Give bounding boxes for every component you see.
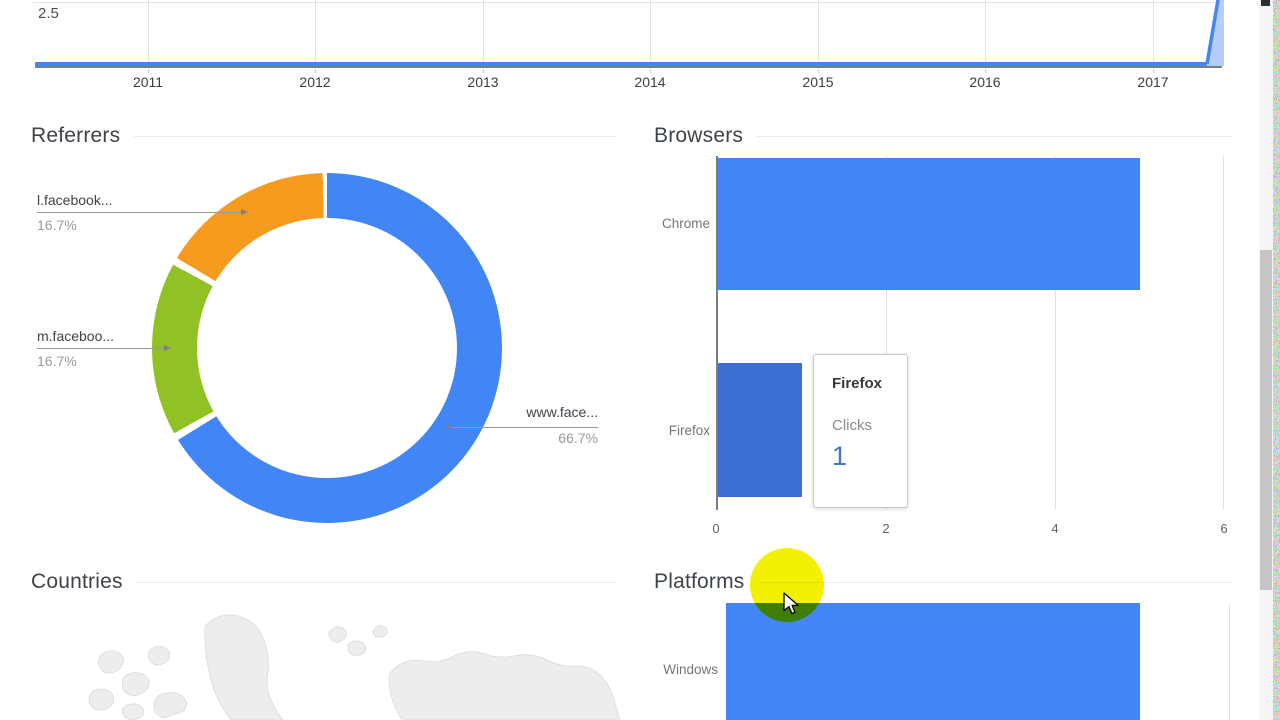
- timeline-y-tick-label: 2.5: [38, 5, 59, 22]
- axis-tick: [148, 69, 149, 73]
- section-divider: [758, 581, 1232, 583]
- timeline-series-line: [35, 62, 1207, 66]
- label-leader-line: [37, 345, 171, 351]
- gridline-vertical: [985, 0, 986, 66]
- bar-firefox[interactable]: [718, 363, 802, 497]
- x-tick-label: 4: [1051, 521, 1059, 536]
- mouse-cursor: [783, 592, 799, 615]
- gridline-vertical: [1055, 156, 1056, 510]
- donut-slice-pct: 16.7%: [37, 353, 77, 369]
- x-tick-label: 6: [1220, 521, 1228, 536]
- axis-tick: [483, 69, 484, 73]
- donut-slice-label: m.faceboo...: [37, 328, 115, 344]
- gridline-vertical: [650, 0, 651, 66]
- section-divider: [134, 135, 617, 137]
- browsers-section-header: Browsers: [654, 124, 1232, 148]
- tooltip-value: 1: [832, 441, 848, 471]
- click-highlight: [750, 548, 824, 622]
- world-map[interactable]: [30, 598, 620, 720]
- timeline-year-label: 2016: [969, 74, 1001, 90]
- gridline-horizontal: [33, 2, 1222, 3]
- axis-tick: [1153, 69, 1154, 73]
- y-axis-line: [716, 156, 718, 510]
- referrers-section-header: Referrers: [31, 124, 617, 148]
- label-leader-line: [445, 424, 598, 430]
- gridline-vertical: [886, 156, 887, 510]
- timeline-year-label: 2013: [467, 74, 499, 90]
- scrollbar-thumb[interactable]: [1260, 250, 1272, 590]
- timeline-year-label: 2011: [132, 74, 164, 90]
- x-tick-label: 0: [712, 521, 720, 536]
- platforms-section-header: Platforms: [654, 570, 1232, 594]
- arrow-left-icon: [445, 424, 452, 430]
- donut-slice-pct: 66.7%: [558, 430, 598, 446]
- label-leader-line: [37, 209, 248, 215]
- timeline-year-label: 2015: [802, 74, 834, 90]
- section-divider: [136, 581, 617, 583]
- platforms-title: Platforms: [654, 570, 745, 593]
- x-tick-label: 2: [882, 521, 890, 536]
- timeline-year-label: 2017: [1137, 74, 1169, 90]
- arrow-right-icon: [241, 209, 248, 215]
- browsers-title: Browsers: [654, 124, 744, 147]
- video-noise-edge: [1273, 0, 1280, 720]
- referrers-donut-chart[interactable]: [152, 173, 502, 523]
- gridline-vertical: [1229, 603, 1230, 720]
- gridline-vertical: [483, 0, 484, 66]
- chart-tooltip: Firefox Clicks 1: [813, 354, 908, 508]
- donut-slice-pct: 16.7%: [37, 217, 77, 233]
- timeline-x-axis: [35, 66, 1222, 68]
- timeline-spike: [1205, 0, 1224, 66]
- section-divider: [757, 135, 1232, 137]
- gridline-vertical: [315, 0, 316, 66]
- platforms-bar-chart: [726, 603, 1230, 720]
- arrow-right-icon: [164, 345, 171, 351]
- tooltip-metric-label: Clicks: [832, 417, 872, 434]
- gridline-vertical: [1223, 156, 1224, 510]
- referrers-title: Referrers: [31, 124, 121, 147]
- axis-tick: [985, 69, 986, 73]
- timeline-year-label: 2012: [299, 74, 331, 90]
- donut-slice-label: l.facebook...: [37, 192, 113, 208]
- gridline-vertical: [1153, 0, 1154, 66]
- gridline-vertical: [818, 0, 819, 66]
- donut-slice-label: www.face...: [526, 404, 598, 420]
- bar-windows[interactable]: [726, 603, 1140, 720]
- clicks-timeline-chart[interactable]: 2.5 2011 2012 2013 2014 2015 2016 2017: [0, 0, 1259, 95]
- tooltip-title: Firefox: [832, 375, 883, 392]
- browsers-bar-chart: [716, 156, 1226, 510]
- axis-tick: [650, 69, 651, 73]
- category-label: Windows: [663, 662, 718, 677]
- timeline-year-label: 2014: [634, 74, 666, 90]
- countries-section-header: Countries: [31, 570, 617, 594]
- category-label: Firefox: [668, 423, 710, 438]
- bar-chrome[interactable]: [718, 158, 1140, 290]
- scrollbar[interactable]: [1259, 0, 1273, 720]
- gridline-vertical: [148, 0, 149, 66]
- category-label: Chrome: [661, 216, 710, 231]
- axis-tick: [315, 69, 316, 73]
- countries-title: Countries: [31, 570, 123, 593]
- scrollbar-up-button[interactable]: [1261, 0, 1270, 6]
- axis-tick: [818, 69, 819, 73]
- donut-hole: [197, 218, 457, 478]
